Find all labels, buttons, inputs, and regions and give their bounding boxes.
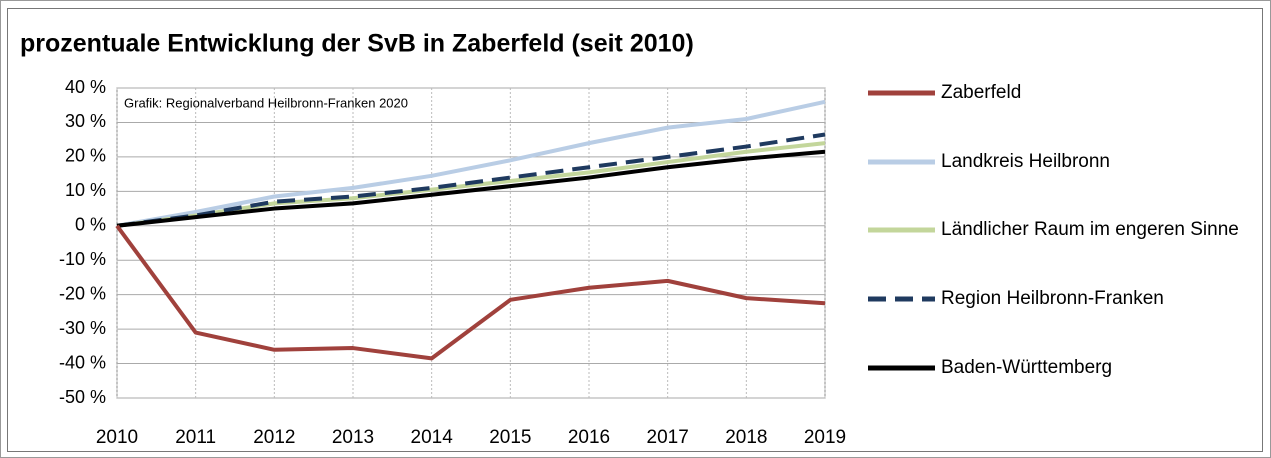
x-tick-label: 2013	[332, 427, 374, 448]
x-tick-label: 2017	[647, 427, 689, 448]
x-tick-label: 2018	[725, 427, 767, 448]
x-tick-label: 2019	[804, 427, 846, 448]
x-tick-label: 2012	[253, 427, 295, 448]
y-tick-label: 0 %	[75, 215, 106, 235]
x-tick-label: 2015	[489, 427, 531, 448]
x-tick-label: 2011	[175, 427, 216, 448]
y-tick-label: 20 %	[65, 146, 106, 166]
series-line	[116, 99, 826, 228]
y-tick-label: -20 %	[59, 283, 106, 303]
x-tick-label: 2014	[411, 427, 454, 448]
series-line	[115, 224, 826, 361]
y-tick-label: -10 %	[59, 249, 106, 269]
legend-label: Landkreis Heilbronn	[941, 151, 1110, 172]
legend-label: Baden-Württemberg	[941, 357, 1113, 378]
series-line	[116, 149, 826, 228]
legend-label: Zaberfeld	[941, 82, 1022, 103]
y-tick-label: -40 %	[59, 352, 106, 372]
y-tick-label: -30 %	[59, 318, 106, 338]
chart-title: prozentuale Entwicklung der SvB in Zaber…	[20, 30, 694, 58]
x-tick-label: 2016	[568, 427, 610, 448]
annotation: Grafik: Regionalverband Heilbronn-Franke…	[124, 95, 408, 110]
legend-label: Ländlicher Raum im engeren Sinne	[941, 219, 1239, 240]
legend-label: Region Heilbronn-Franken	[941, 288, 1164, 309]
y-tick-label: -50 %	[59, 387, 106, 407]
plot-area	[116, 87, 826, 399]
y-tick-label: 40 %	[65, 77, 106, 97]
y-tick-label: 10 %	[65, 180, 106, 200]
x-tick-label: 2010	[96, 427, 138, 448]
y-tick-label: 30 %	[65, 111, 106, 131]
series-line	[116, 132, 826, 228]
